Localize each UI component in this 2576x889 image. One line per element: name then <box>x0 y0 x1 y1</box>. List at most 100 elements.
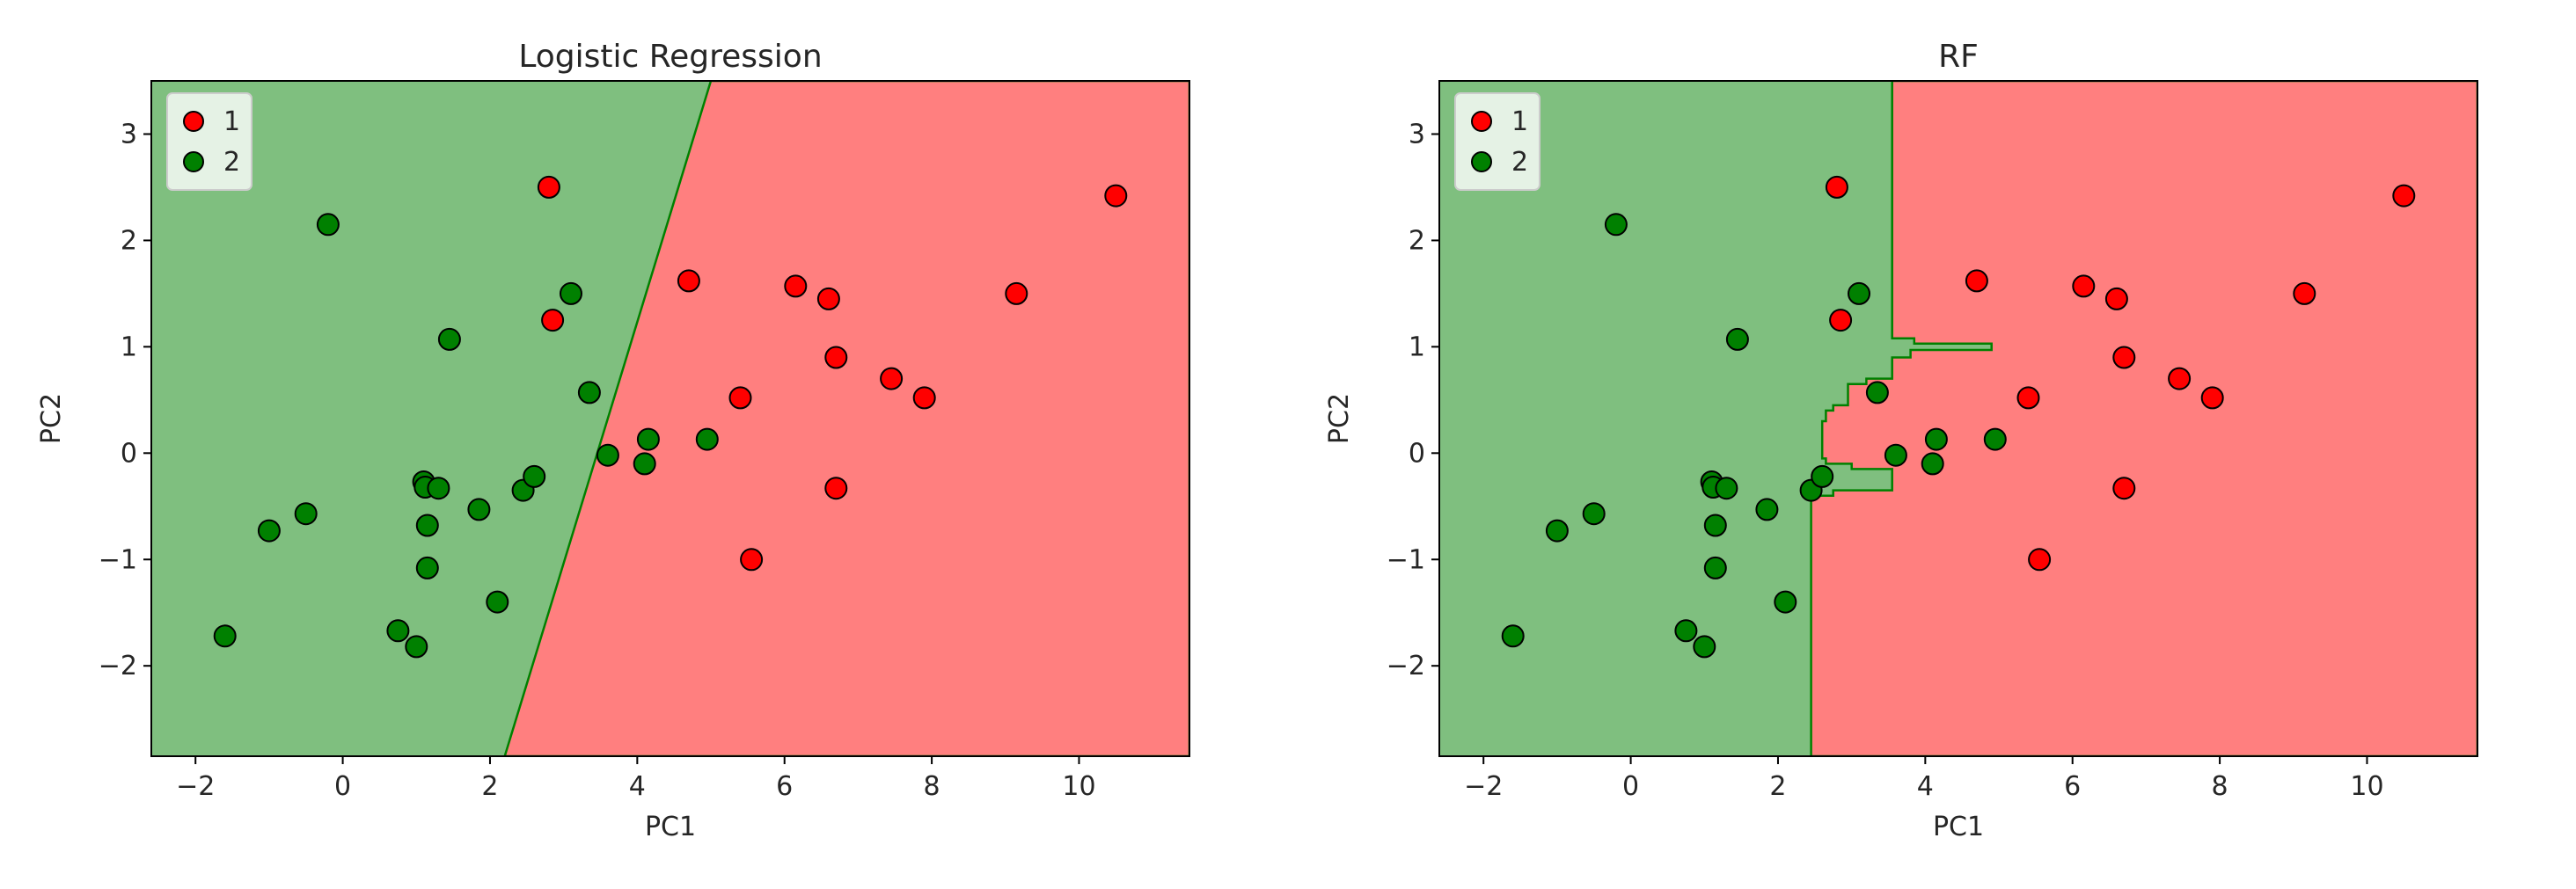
point-class-2 <box>486 590 509 614</box>
y-tick-label: −2 <box>99 651 137 681</box>
point-class-2 <box>1774 590 1797 614</box>
point-class-1 <box>728 386 752 410</box>
x-tick-label: −2 <box>1464 771 1503 802</box>
point-class-2 <box>1501 624 1525 648</box>
point-class-1 <box>541 309 565 332</box>
point-class-2 <box>1865 381 1889 404</box>
point-class-2 <box>596 443 619 467</box>
point-class-2 <box>560 281 582 305</box>
y-tick-label: −2 <box>1387 651 1425 681</box>
x-tick-label: 10 <box>2350 771 2383 802</box>
point-class-2 <box>1582 502 1606 526</box>
point-class-2 <box>1545 519 1569 543</box>
y-tick-label: 3 <box>121 119 137 149</box>
point-class-2 <box>1983 427 2007 451</box>
x-tick-label: 2 <box>1769 771 1786 802</box>
point-class-1 <box>880 367 904 390</box>
y-tick-label: 2 <box>1409 225 1425 256</box>
point-class-2 <box>1703 514 1727 537</box>
y-tick-label: 2 <box>121 225 137 256</box>
point-class-2 <box>633 452 656 476</box>
y-tick-label: 0 <box>1409 438 1425 469</box>
point-class-1 <box>2104 287 2128 310</box>
point-class-2 <box>1811 464 1834 488</box>
point-class-1 <box>2112 346 2136 369</box>
point-class-2 <box>467 498 491 521</box>
point-class-1 <box>2392 184 2416 208</box>
point-class-2 <box>636 427 660 451</box>
x-axis-label: PC1 <box>1933 812 1984 842</box>
x-tick-label: 2 <box>481 771 498 802</box>
region-class-1 <box>503 81 1189 756</box>
point-class-1 <box>784 274 808 298</box>
point-class-2 <box>415 514 439 537</box>
legend-label-1: 1 <box>1511 106 1528 137</box>
point-class-2 <box>1755 498 1779 521</box>
point-class-2 <box>386 619 410 643</box>
point-class-2 <box>1921 452 1944 476</box>
point-class-2 <box>316 213 340 237</box>
point-class-1 <box>2028 548 2052 572</box>
point-class-2 <box>1703 556 1727 579</box>
point-class-2 <box>577 381 601 404</box>
legend-label-2: 2 <box>1511 147 1528 178</box>
point-class-1 <box>816 287 840 310</box>
point-class-1 <box>824 477 848 500</box>
x-tick-label: 0 <box>1622 771 1639 802</box>
point-class-2 <box>213 624 237 648</box>
y-tick-label: −1 <box>1387 544 1425 575</box>
x-tick-label: 0 <box>334 771 351 802</box>
y-axis-label: PC2 <box>36 393 67 444</box>
legend-marker-2 <box>183 151 204 172</box>
point-class-1 <box>2016 386 2040 410</box>
y-tick-label: 1 <box>121 332 137 362</box>
point-class-1 <box>537 175 560 199</box>
x-tick-label: 4 <box>1917 771 1934 802</box>
point-class-2 <box>437 327 461 351</box>
x-tick-label: 6 <box>2064 771 2081 802</box>
point-class-2 <box>294 502 318 526</box>
point-class-2 <box>695 427 719 451</box>
point-class-1 <box>912 386 936 410</box>
point-class-2 <box>523 464 546 488</box>
point-class-2 <box>1693 635 1716 659</box>
point-class-2 <box>1725 327 1749 351</box>
point-class-2 <box>415 556 439 579</box>
point-class-1 <box>1104 184 1128 208</box>
x-axis-label: PC1 <box>645 812 696 842</box>
point-class-2 <box>405 635 428 659</box>
point-class-2 <box>1884 443 1907 467</box>
point-class-1 <box>1829 309 1853 332</box>
point-class-2 <box>1604 213 1628 237</box>
region-class-1 <box>1810 81 2477 756</box>
y-tick-label: 3 <box>1409 119 1425 149</box>
point-class-1 <box>2293 281 2316 305</box>
point-class-1 <box>740 548 764 572</box>
point-class-1 <box>2200 386 2224 410</box>
legend-marker-1 <box>183 111 204 132</box>
legend-marker-2 <box>1471 151 1492 172</box>
x-tick-label: 8 <box>924 771 940 802</box>
chart-rf: −2 0 2 4 6 8 10 −2 −1 0 1 2 3 RF PC1 PC2 1 2 <box>1324 39 2478 842</box>
point-class-1 <box>2112 477 2136 500</box>
chart-title: Logistic Regression <box>518 39 822 75</box>
x-tick-label: 10 <box>1062 771 1095 802</box>
chart-logistic-regression: −2 0 2 4 6 8 10 −2 −1 0 1 2 3 Logistic Regression PC1 P… <box>36 39 1190 842</box>
point-class-1 <box>2072 274 2096 298</box>
legend-label-1: 1 <box>223 106 240 137</box>
point-class-2 <box>1924 427 1948 451</box>
y-axis-label: PC2 <box>1324 393 1355 444</box>
legend-marker-1 <box>1471 111 1492 132</box>
y-tick-label: −1 <box>99 544 137 575</box>
x-tick-label: 6 <box>776 771 793 802</box>
y-tick-label: 1 <box>1409 332 1425 362</box>
point-class-2 <box>257 519 281 543</box>
point-class-2 <box>427 477 450 500</box>
point-class-2 <box>1715 477 1738 500</box>
point-class-2 <box>1674 619 1698 643</box>
plot-frame <box>150 80 1190 757</box>
point-class-1 <box>1005 281 1028 305</box>
point-class-2 <box>1848 281 1870 305</box>
y-tick-label: 0 <box>121 438 137 469</box>
